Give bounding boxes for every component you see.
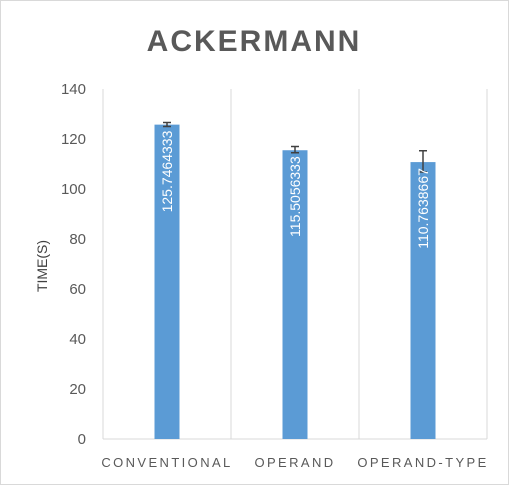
y-tick-label: 0 [78,431,86,448]
chart-title: ACKERMANN [147,25,362,58]
y-tick-label: 40 [69,331,86,348]
y-tick-label: 120 [61,131,86,148]
data-label: 110.7638667 [415,168,431,249]
data-label: 115.5056333 [287,156,303,237]
bar [154,124,180,440]
y-axis-tick-labels: 0 20 40 60 80 100 120 140 [61,81,86,448]
data-label: 125.7464333 [159,130,175,212]
category-label: OPERAND [254,455,335,470]
y-tick-label: 80 [69,231,86,248]
category-label: OPERAND-TYPE [357,455,488,470]
bar [410,162,436,439]
y-tick-label: 140 [61,81,86,98]
category-separators [102,89,488,439]
category-label: CONVENTIONAL [101,455,232,470]
y-tick-label: 60 [69,281,86,298]
y-axis-label: TIME(S) [34,240,50,292]
x-axis-category-labels: CONVENTIONAL OPERAND OPERAND-TYPE [101,455,488,470]
bars [154,124,436,440]
bar [282,150,308,440]
error-bars [163,121,427,173]
data-labels: 125.7464333 115.5056333 110.7638667 [159,130,431,248]
y-tick-label: 20 [69,381,86,398]
y-tick-label: 100 [61,181,86,198]
